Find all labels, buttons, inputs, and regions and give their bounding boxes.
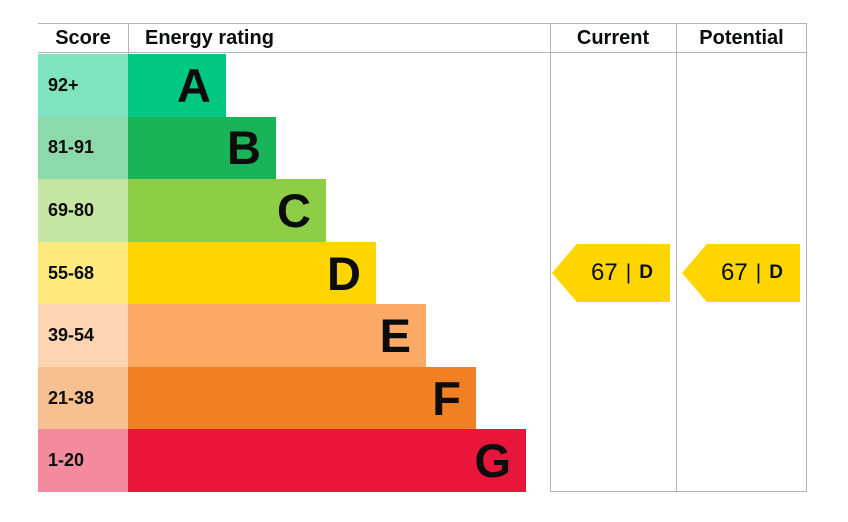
current-rating-arrow: 67 | D	[552, 244, 670, 302]
band-row-b: 81-91 B	[38, 116, 807, 180]
band-row-c: 69-80 C	[38, 179, 807, 242]
score-range-f: 21-38	[38, 366, 128, 430]
divider-current-potential	[676, 23, 677, 492]
potential-rating-arrow: 67 | D	[682, 244, 800, 302]
potential-rating-band: D	[769, 262, 783, 283]
band-row-g: 1-20 G	[38, 429, 807, 493]
divider-bottom-edge	[550, 491, 807, 492]
score-range-b: 81-91	[38, 116, 128, 180]
band-row-e: 39-54 E	[38, 304, 807, 367]
energy-rating-column-header: Energy rating	[145, 26, 274, 49]
score-range-a: 92+	[38, 54, 128, 117]
band-row-d: 55-68 D	[38, 241, 807, 305]
band-bar-c: C	[128, 179, 326, 242]
score-range-d: 55-68	[38, 241, 128, 305]
band-area: 92+ A 81-91 B 69-80 C 55-68 D 39-54 E 21…	[38, 54, 807, 493]
current-rating-separator: |	[625, 261, 632, 284]
chart-header-row: Score Energy rating Current Potential	[38, 23, 807, 53]
current-column-header: Current	[576, 26, 650, 49]
divider-score-rating	[128, 23, 129, 54]
potential-column-header: Potential	[699, 26, 784, 49]
potential-rating-value: 67	[721, 259, 748, 286]
band-bar-d: D	[128, 241, 376, 305]
score-column-header: Score	[55, 26, 111, 49]
epc-rating-chart: Score Energy rating Current Potential 92…	[38, 23, 807, 493]
current-rating-value: 67	[591, 259, 618, 286]
score-range-c: 69-80	[38, 179, 128, 242]
score-range-g: 1-20	[38, 429, 128, 493]
band-row-f: 21-38 F	[38, 366, 807, 430]
band-bar-g: G	[128, 429, 526, 493]
band-bar-b: B	[128, 116, 276, 180]
potential-rating-separator: |	[755, 261, 762, 284]
band-bar-e: E	[128, 304, 426, 367]
band-row-a: 92+ A	[38, 54, 807, 117]
divider-rating-current	[550, 23, 551, 492]
score-range-e: 39-54	[38, 304, 128, 367]
current-rating-band: D	[639, 262, 653, 283]
band-bar-a: A	[128, 54, 226, 117]
band-bar-f: F	[128, 366, 476, 430]
divider-right-edge	[806, 23, 807, 492]
